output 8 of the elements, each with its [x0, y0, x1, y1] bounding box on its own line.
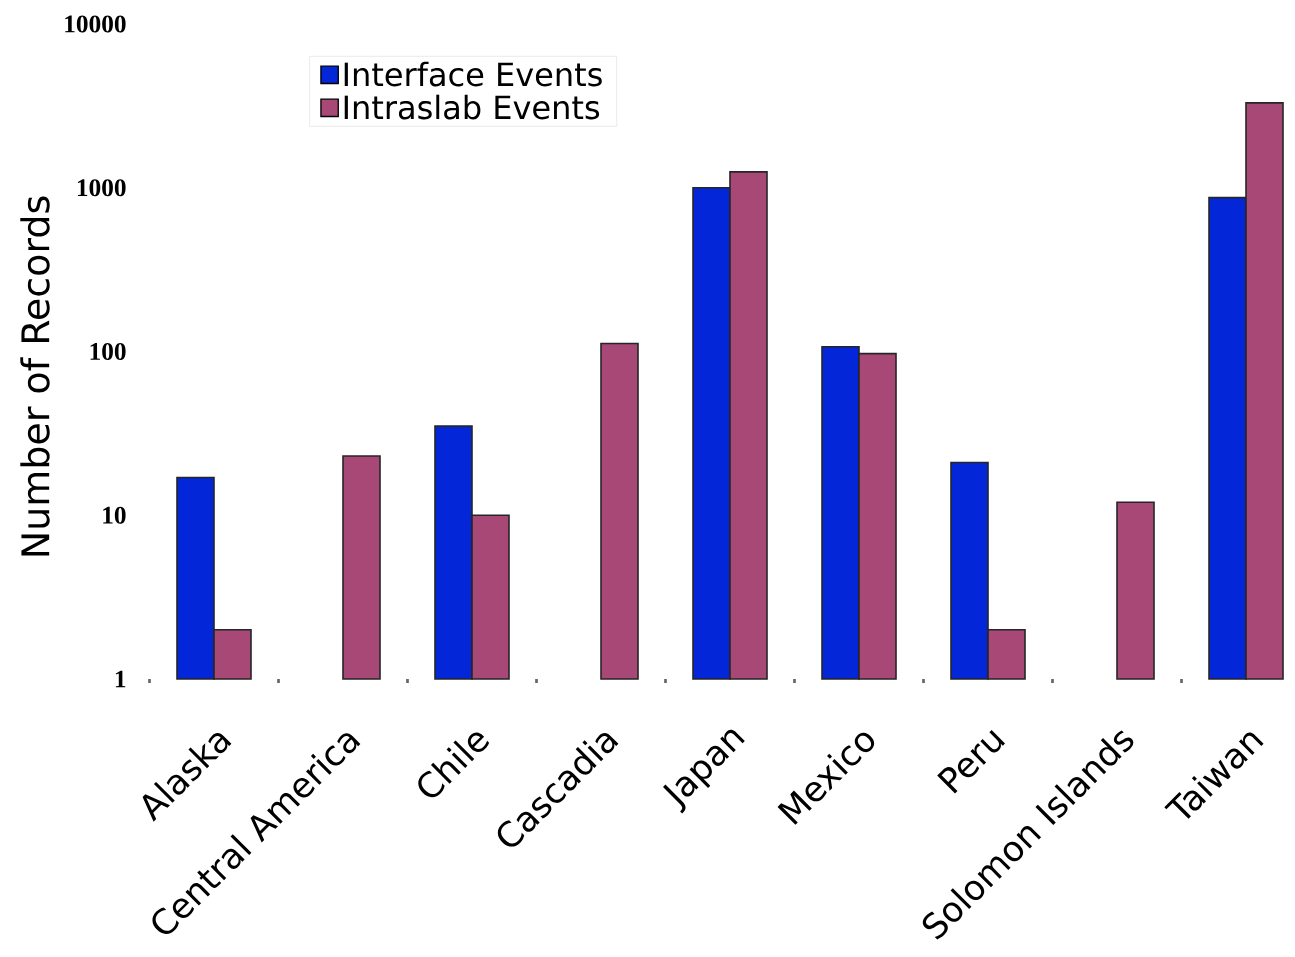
y-axis-title: Number of Records	[20, 196, 50, 556]
legend-label: Intraslab Events	[344, 94, 600, 120]
y-tick-label: 10	[103, 506, 126, 524]
y-tick-label: 1000	[77, 179, 126, 197]
y-tick-label: 1	[115, 670, 126, 688]
y-tick-label: 10000	[65, 15, 126, 33]
legend-label: Interface Events	[344, 61, 602, 87]
y-tick-label: 100	[90, 342, 126, 361]
